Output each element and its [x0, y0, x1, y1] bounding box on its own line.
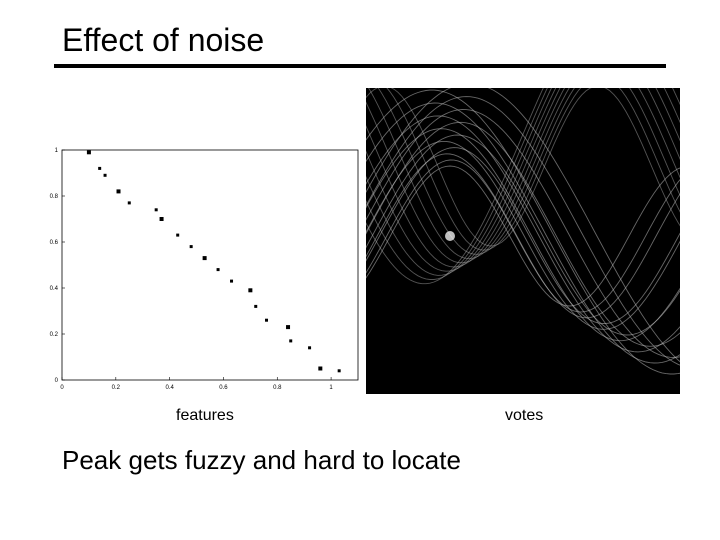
title-underline: [54, 64, 666, 68]
features-plot-panel: 0 0 0.2 0.2 0.4 0.4 0.6 0.6 0.8 0.8 1 1: [40, 140, 362, 398]
y-tick-label: 0.4: [50, 286, 59, 292]
vote-curve: [366, 88, 680, 268]
plot-frame: [61, 149, 359, 381]
data-point: [159, 217, 164, 221]
vote-curve: [366, 109, 680, 358]
vote-curve: [366, 88, 680, 247]
vote-curve: [366, 128, 680, 342]
vote-peak: [445, 231, 455, 241]
data-point: [286, 325, 291, 330]
vote-curve: [366, 88, 680, 264]
data-point: [103, 173, 107, 177]
x-tick-label: 1: [329, 385, 333, 391]
features-caption: features: [176, 407, 234, 424]
vote-curve: [366, 96, 680, 366]
vote-curve: [366, 102, 680, 364]
vote-curve: [386, 88, 680, 251]
votes-accumulator-image: [366, 88, 680, 394]
data-point: [254, 304, 258, 308]
x-tick-label: 0.6: [219, 385, 228, 391]
features-scatter-plot: 00 0.2 0.2 0.4 0.4 0.6 0.6 0.8 0.8 1 1: [50, 148, 359, 391]
data-point: [230, 279, 234, 283]
data-point: [86, 150, 91, 155]
data-point: [127, 201, 131, 205]
vote-curve: [366, 159, 680, 313]
bullet-text: Peak gets fuzzy and hard to locate: [62, 445, 461, 475]
vote-curve: [366, 121, 680, 347]
vote-curve: [366, 88, 680, 272]
y-tick-label: 0.6: [50, 240, 59, 246]
data-point: [265, 318, 269, 322]
y-tick-label: 1: [55, 148, 59, 154]
vote-curve: [366, 165, 680, 307]
x-tick-label: 0: [60, 385, 64, 391]
data-point: [248, 288, 253, 293]
x-tick-label: 0.2: [112, 385, 121, 391]
data-point: [176, 233, 180, 237]
data-point: [189, 245, 193, 249]
data-point: [202, 256, 207, 261]
data-point: [337, 369, 341, 373]
y-tick-label: 0.8: [50, 194, 59, 200]
data-point: [116, 189, 121, 194]
vote-curve: [366, 88, 548, 280]
vote-curve: [368, 88, 680, 260]
y-tick-label: 0.2: [50, 332, 59, 338]
data-point: [308, 346, 312, 350]
vote-curve: [366, 134, 680, 336]
x-tick-label: 0.8: [273, 385, 282, 391]
y-tick-label: 0: [55, 378, 59, 384]
data-point: [318, 366, 323, 371]
vote-curve: [366, 88, 544, 285]
data-point: [154, 208, 158, 212]
vote-curve: [366, 153, 680, 319]
vote-curve: [366, 115, 680, 353]
vote-curve: [366, 88, 680, 276]
vote-curve: [366, 147, 680, 324]
slide-title: Effect of noise: [62, 22, 265, 58]
data-point: [98, 166, 102, 170]
vote-curve: [366, 140, 680, 330]
data-point: [289, 339, 293, 343]
vote-curve: [377, 88, 680, 255]
votes-caption: votes: [505, 407, 544, 424]
votes-hough-curves: [366, 88, 680, 375]
data-point: [216, 268, 220, 272]
x-tick-label: 0.4: [165, 385, 174, 391]
vote-curve: [366, 88, 680, 363]
vote-curve: [366, 89, 680, 375]
